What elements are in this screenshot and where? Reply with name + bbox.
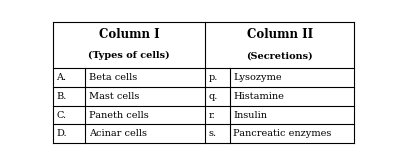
Text: Paneth cells: Paneth cells (89, 111, 148, 120)
Text: Lysozyme: Lysozyme (233, 73, 282, 82)
Text: (Types of cells): (Types of cells) (88, 51, 170, 60)
Text: C.: C. (56, 111, 67, 120)
Text: D.: D. (56, 129, 67, 138)
Text: Pancreatic enzymes: Pancreatic enzymes (233, 129, 331, 138)
Text: Histamine: Histamine (233, 92, 284, 101)
Text: Beta cells: Beta cells (89, 73, 137, 82)
Text: Insulin: Insulin (233, 111, 267, 120)
Text: Column II: Column II (247, 28, 313, 41)
Text: Column I: Column I (98, 28, 159, 41)
Text: r.: r. (209, 111, 216, 120)
Text: B.: B. (56, 92, 67, 101)
Text: Mast cells: Mast cells (89, 92, 139, 101)
Text: (Secretions): (Secretions) (246, 51, 313, 60)
Text: s.: s. (209, 129, 217, 138)
Text: A.: A. (56, 73, 67, 82)
Text: q.: q. (209, 92, 218, 101)
Text: p.: p. (209, 73, 218, 82)
Text: Acinar cells: Acinar cells (89, 129, 147, 138)
